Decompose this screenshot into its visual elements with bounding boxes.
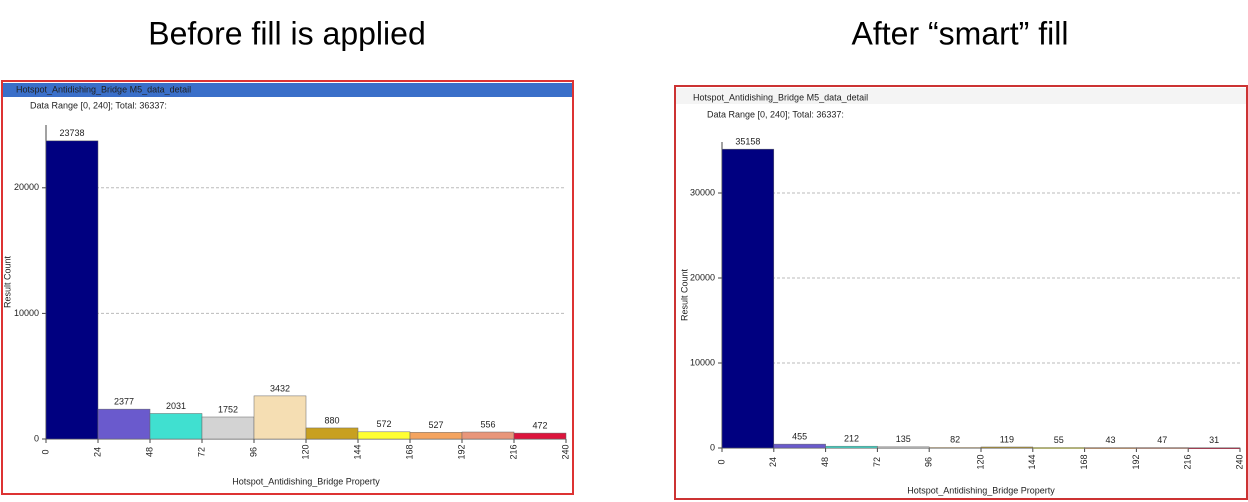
value-label: 2031 [166,401,186,411]
bar [97,408,151,440]
bar [1136,447,1189,449]
x-tick-label: 72 [872,457,882,467]
value-label: 1752 [218,404,238,414]
value-label: 3432 [270,383,290,393]
value-label: 47 [1157,435,1167,445]
value-label: 119 [1000,434,1014,444]
bar [877,446,930,449]
bar [1032,447,1085,449]
value-label: 472 [532,420,547,430]
bar [1187,447,1241,449]
x-tick-label: 24 [92,447,102,457]
subtitle: Data Range [0, 240]; Total: 36337: [707,109,844,119]
y-axis-label: Result Count [2,255,12,308]
x-tick-label: 144 [352,444,362,459]
x-tick-label: 240 [1234,454,1244,469]
bar [773,443,826,449]
x-tick-label: 0 [716,459,726,464]
x-tick-label: 24 [768,457,778,467]
value-label: 43 [1105,435,1115,445]
value-label: 2377 [114,397,134,407]
x-tick-label: 96 [924,457,934,467]
value-label: 31 [1209,435,1219,445]
value-label: 572 [376,419,391,429]
x-tick-label: 240 [560,444,570,459]
bar [825,445,878,449]
bar [721,148,775,449]
bar [201,416,255,440]
x-axis-label: Hotspot_Antidishing_Bridge Property [907,485,1055,495]
subtitle: Data Range [0, 240]; Total: 36337: [30,100,167,110]
value-label: 455 [792,432,807,442]
bar [149,413,203,440]
value-label: 135 [896,434,911,444]
x-tick-label: 72 [196,447,206,457]
heading: Before fill is applied [148,15,425,51]
y-tick-label: 20000 [690,272,715,282]
x-tick-label: 96 [248,447,258,457]
x-tick-label: 144 [1027,454,1037,469]
y-tick-label: 10000 [690,357,715,367]
x-tick-label: 168 [1079,454,1089,469]
value-label: 55 [1054,435,1064,445]
bar [928,447,982,449]
y-tick-label: 0 [34,433,39,443]
x-tick-label: 216 [508,444,518,459]
window-titlebar [676,88,1246,104]
window-titlebar [3,83,572,97]
bar [513,432,567,440]
bar [253,395,307,440]
x-tick-label: 192 [456,444,466,459]
x-tick-label: 168 [404,444,414,459]
y-axis-label: Result Count [679,268,689,321]
y-tick-label: 30000 [690,187,715,197]
x-tick-label: 120 [300,444,310,459]
x-tick-label: 216 [1183,454,1193,469]
bar [357,431,411,440]
x-tick-label: 192 [1131,454,1141,469]
value-label: 880 [324,415,339,425]
value-label: 212 [844,434,859,444]
x-tick-label: 48 [144,447,154,457]
bar [409,432,463,440]
bar [980,446,1034,449]
x-tick-label: 48 [820,457,830,467]
value-label: 556 [480,419,495,429]
bar [1084,447,1137,449]
value-label: 527 [428,420,443,430]
heading: After “smart” fill [852,15,1069,51]
bar [45,140,99,440]
bar [461,431,515,440]
value-label: 82 [950,435,960,445]
value-label: 23738 [59,128,84,138]
y-tick-label: 10000 [14,308,39,318]
value-label: 35158 [735,137,760,147]
bar [305,427,359,440]
window-title: Hotspot_Antidishing_Bridge M5_data_detai… [693,92,868,102]
x-tick-label: 0 [40,449,50,454]
x-tick-label: 120 [975,454,985,469]
window-title: Hotspot_Antidishing_Bridge M5_data_detai… [16,84,191,94]
x-axis-label: Hotspot_Antidishing_Bridge Property [232,476,380,486]
y-tick-label: 0 [710,442,715,452]
y-tick-label: 20000 [14,182,39,192]
